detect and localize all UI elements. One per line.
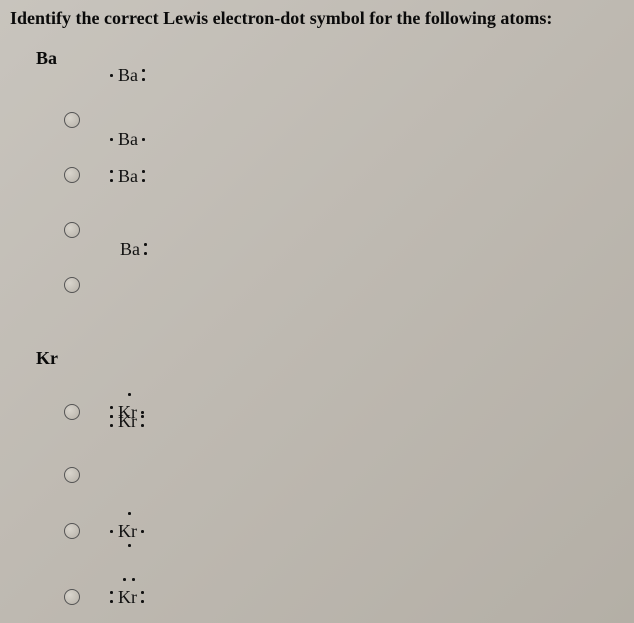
radio-button[interactable] bbox=[64, 467, 80, 483]
electron-dot bbox=[141, 415, 144, 418]
electron-dot bbox=[142, 138, 145, 141]
lewis-choice: Ba bbox=[110, 240, 154, 330]
electron-dot bbox=[142, 179, 145, 182]
electron-dot bbox=[110, 591, 113, 594]
symbol-text: Ba bbox=[118, 130, 138, 148]
atom-label-kr: Kr bbox=[36, 348, 58, 369]
electron-dot bbox=[142, 170, 145, 173]
option-row[interactable]: Ba bbox=[64, 270, 154, 300]
radio-button[interactable] bbox=[64, 589, 80, 605]
radio-button[interactable] bbox=[64, 112, 80, 128]
electron-dot bbox=[132, 578, 135, 581]
lewis-choice: Kr bbox=[110, 522, 154, 540]
lewis-choice: Kr bbox=[110, 588, 154, 606]
radio-button[interactable] bbox=[64, 404, 80, 420]
radio-button[interactable] bbox=[64, 222, 80, 238]
electron-dot bbox=[128, 393, 131, 396]
symbol-text: Ba bbox=[120, 240, 140, 258]
symbol-text: Kr bbox=[118, 588, 137, 606]
electron-dot bbox=[110, 424, 113, 427]
electron-dot bbox=[110, 530, 113, 533]
symbol-text: Ba bbox=[118, 167, 138, 185]
electron-dot bbox=[144, 252, 147, 255]
symbol-text: Kr bbox=[118, 522, 137, 540]
option-row[interactable]: Kr bbox=[64, 516, 154, 546]
radio-button[interactable] bbox=[64, 523, 80, 539]
electron-dot bbox=[142, 69, 145, 72]
electron-dot bbox=[141, 591, 144, 594]
electron-dot bbox=[141, 530, 144, 533]
symbol-text: Ba bbox=[118, 66, 138, 84]
electron-dot bbox=[110, 74, 113, 77]
electron-dot bbox=[141, 424, 144, 427]
electron-dot bbox=[110, 415, 113, 418]
option-row[interactable]: Kr bbox=[64, 582, 154, 612]
electron-dot bbox=[110, 406, 113, 409]
worksheet-sheet: Identify the correct Lewis electron-dot … bbox=[0, 0, 634, 623]
electron-dot bbox=[128, 544, 131, 547]
symbol-text: Kr bbox=[118, 412, 137, 430]
atom-label-ba: Ba bbox=[36, 48, 57, 69]
radio-button[interactable] bbox=[64, 167, 80, 183]
electron-dot bbox=[110, 179, 113, 182]
electron-dot bbox=[142, 78, 145, 81]
electron-dot bbox=[123, 578, 126, 581]
question-text: Identify the correct Lewis electron-dot … bbox=[10, 8, 552, 29]
electron-dot bbox=[110, 138, 113, 141]
option-row[interactable]: Kr bbox=[64, 460, 154, 490]
radio-button[interactable] bbox=[64, 277, 80, 293]
electron-dot bbox=[128, 512, 131, 515]
electron-dot bbox=[110, 170, 113, 173]
electron-dot bbox=[144, 243, 147, 246]
electron-dot bbox=[141, 600, 144, 603]
electron-dot bbox=[110, 600, 113, 603]
